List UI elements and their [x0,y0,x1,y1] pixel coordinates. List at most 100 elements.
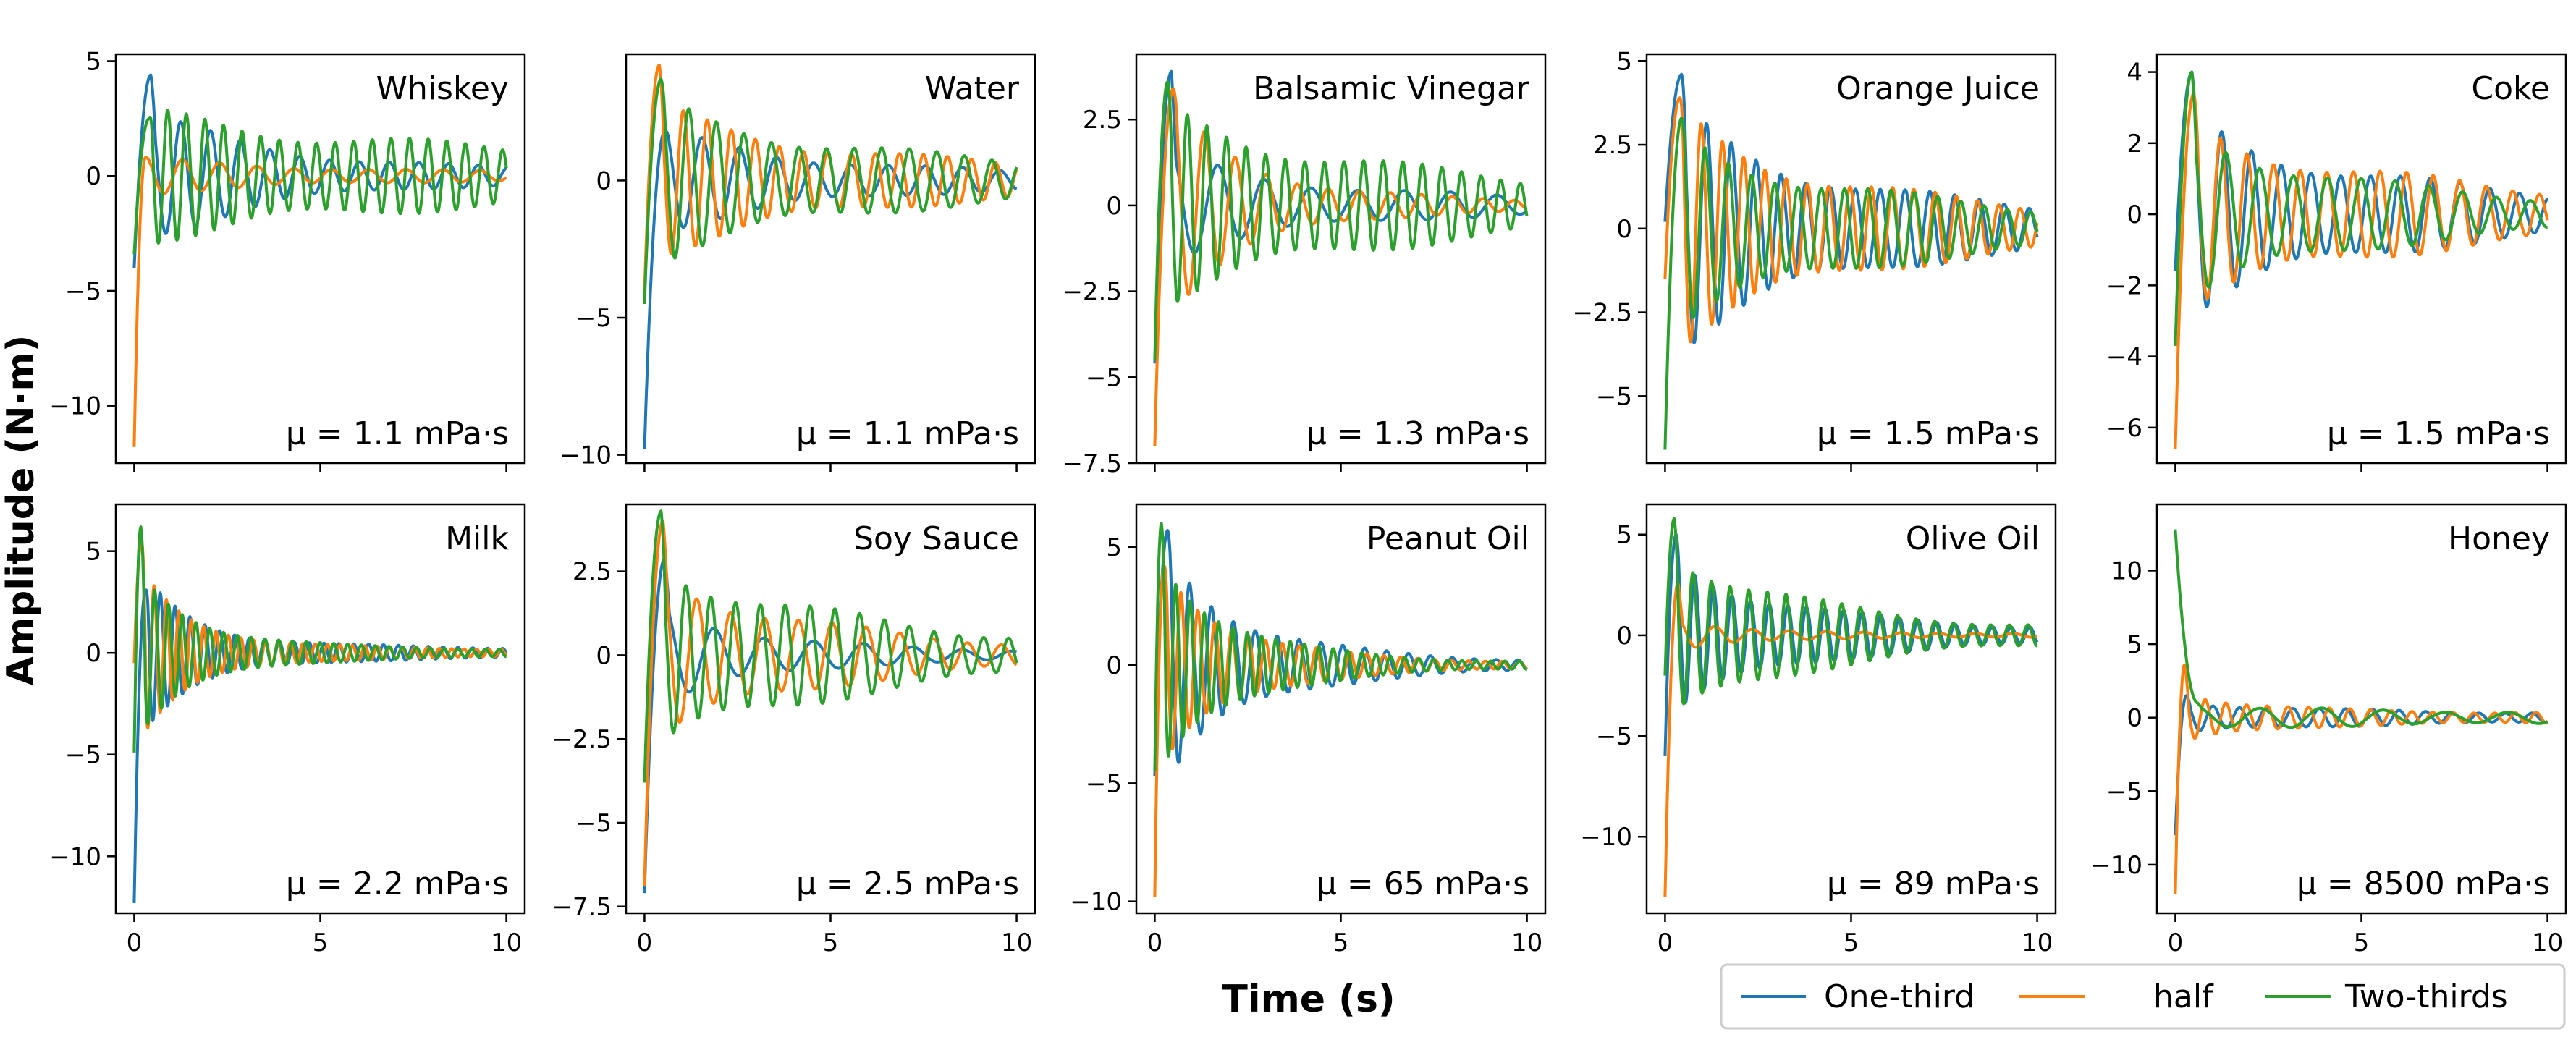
y-tick-label: −5 [1086,769,1122,798]
viscosity-label: μ = 1.1 mPa·s [796,415,1019,452]
series-line-two-thirds [1153,522,1528,772]
y-tick-label: −7.5 [552,893,612,922]
subplot-peanut-oil: 5 0 −5 −10 0 5 10 Peanut Oil μ = 65 mPa·s [1070,503,1547,957]
legend: One-third half Two-thirds [1720,963,2566,1030]
x-tick-label: 0 [127,928,143,957]
x-tick-label: 0 [637,928,653,957]
axes-frame [114,53,526,465]
series-line-half [2174,92,2549,449]
viscosity-label: μ = 8500 mPa·s [2297,865,2550,902]
subplot-olive-oil: 5 0 −5 −10 0 5 10 Olive Oil μ = 89 mPa·s [1580,503,2057,957]
y-tick-label: 0 [1106,651,1122,680]
subplot-title: Coke [2471,70,2550,107]
viscosity-label: μ = 2.2 mPa·s [286,865,509,902]
subplot-coke: 4 2 0 −2 −4 −6 Coke μ = 1.5 mPa·s [2106,53,2567,472]
y-tick-label: −5 [575,304,612,333]
legend-label-one-third: One-third [1824,978,1975,1015]
subplot-title: Honey [2448,520,2550,557]
y-tick-label: 0 [1616,622,1632,651]
axes-frame [1645,503,2057,915]
subplot-title: Whiskey [376,70,509,107]
series-group [1153,69,1529,446]
y-tick-label: 0 [596,641,612,670]
y-tick-label: 0 [596,166,612,195]
subplot-title: Milk [445,520,509,557]
series-line-half [1663,581,2038,897]
subplot-title: Orange Juice [1836,70,2040,107]
subplot-title: Soy Sauce [853,520,1019,557]
y-tick-label: −5 [65,277,101,306]
series-group [2174,529,2548,894]
subplot-grid: 5 0 −5 −10 Whiskey μ = 1.1 mPa·s 0 −5 −10 Water μ … [49,47,2567,957]
subplot-title: Olive Oil [1906,520,2040,557]
y-tick-label: 0 [2127,704,2142,733]
x-tick-label: 5 [1844,928,1859,957]
series-line-half [1663,96,2039,344]
y-tick-label: 0 [85,639,101,668]
y-tick-label: 5 [85,538,101,567]
x-axis-label: Time (s) [1222,978,1395,1021]
viscosity-label: μ = 1.5 mPa·s [2327,415,2550,452]
y-tick-label: 4 [2127,59,2142,88]
viscosity-label: μ = 1.5 mPa·s [1817,415,2040,452]
series-line-half [1153,87,1528,446]
series-line-two-thirds [2174,70,2548,346]
legend-frame [1720,963,2566,1030]
axes-frame [625,503,1036,915]
y-tick-label: 2.5 [1083,106,1122,135]
y-tick-label: 2 [2127,130,2142,158]
y-tick-label: 5 [85,48,101,77]
y-tick-label: 0 [1106,192,1122,221]
y-tick-label: 10 [2111,556,2142,585]
y-tick-label: −10 [49,392,101,421]
y-axis-label: Amplitude (N·m) [0,335,43,686]
series-line-two-thirds [2174,529,2548,729]
y-tick-label: −2 [2106,271,2142,300]
viscosity-label: μ = 65 mPa·s [1317,865,1529,902]
series-line-two-thirds [132,109,508,255]
series-group [1663,72,2039,450]
viscosity-label: μ = 1.1 mPa·s [286,415,509,452]
y-tick-label: −5 [575,809,612,838]
series-group [643,509,1018,894]
axes-frame [2155,53,2567,465]
x-tick-label: 0 [1147,928,1163,957]
y-tick-label: −2.5 [1572,299,1632,328]
y-tick-label: 2.5 [1593,131,1632,160]
x-tick-label: 5 [2354,928,2370,957]
y-tick-label: −5 [1596,722,1632,751]
axes-frame [2155,503,2567,915]
y-tick-label: −5 [65,741,101,770]
y-tick-label: −2.5 [1062,278,1122,307]
subplot-title: Water [925,70,1020,107]
series-group [1153,522,1528,897]
subplot-balsamic-vinegar: 2.5 0 −2.5 −5 −7.5 Balsamic Vinegar μ = 1.3 mP… [1062,53,1547,478]
series-group [132,525,508,903]
series-group [643,64,1018,450]
legend-label-two-thirds: Two-thirds [2344,978,2508,1015]
viscosity-label: μ = 89 mPa·s [1827,865,2040,902]
viscosity-label: μ = 2.5 mPa·s [796,865,1019,902]
x-tick-label: 5 [313,928,329,957]
x-tick-label: 5 [823,928,839,957]
series-line-two-thirds [643,509,1018,783]
series-line-half [2174,663,2548,894]
y-tick-label: 0 [2127,200,2142,229]
y-tick-label: −10 [1070,888,1122,917]
series-line-two-thirds [643,77,1018,305]
series-line-two-thirds [132,525,507,753]
y-tick-label: 0 [1616,215,1632,244]
y-tick-label: −2.5 [552,725,612,754]
y-tick-label: −4 [2106,343,2142,372]
x-tick-label: 0 [1657,928,1673,957]
y-tick-label: −5 [1086,363,1122,392]
x-tick-label: 10 [2022,928,2053,957]
y-tick-label: −10 [49,842,101,871]
y-tick-label: 5 [1616,47,1632,76]
subplot-title: Peanut Oil [1367,520,1529,557]
subplot-water: 0 −5 −10 Water μ = 1.1 mPa·s [559,53,1036,472]
y-tick-label: 5 [1106,533,1122,562]
y-tick-label: −10 [1580,823,1632,852]
x-tick-label: 10 [2532,928,2563,957]
